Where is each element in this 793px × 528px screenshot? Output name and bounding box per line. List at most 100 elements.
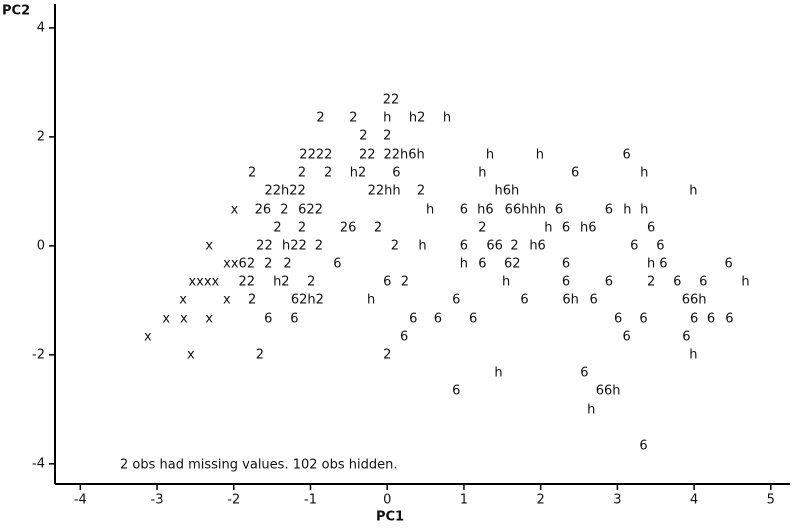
- point-label: 6: [589, 292, 597, 307]
- point-label: 6: [333, 256, 341, 271]
- point-label: h: [426, 202, 434, 217]
- y-tick-label: -4: [32, 456, 45, 471]
- point-label: 6: [520, 292, 528, 307]
- point-label: x: [223, 292, 231, 307]
- point-label: 2222: [299, 147, 332, 162]
- point-label: 6: [452, 383, 460, 398]
- point-label: h6h: [495, 183, 520, 198]
- point-label: 26: [340, 220, 357, 235]
- point-label: h: [640, 202, 648, 217]
- point-label: h: [544, 220, 552, 235]
- point-label: 6: [647, 220, 655, 235]
- point-label: 66h: [596, 383, 621, 398]
- point-label: 6: [571, 165, 579, 180]
- y-tick-label: -2: [32, 347, 45, 362]
- y-axis-title: PC2: [2, 4, 30, 19]
- point-label: h: [741, 274, 749, 289]
- point-label: h: [647, 256, 655, 271]
- point-label: h: [367, 292, 375, 307]
- point-label: h: [640, 165, 648, 180]
- point-label: 2: [283, 256, 291, 271]
- point-label: h: [494, 365, 502, 380]
- y-tick-label: 0: [37, 238, 45, 253]
- point-label: h: [623, 202, 631, 217]
- point-label: 2: [273, 220, 281, 235]
- point-label: 6: [639, 438, 647, 453]
- point-label: 6: [622, 329, 630, 344]
- point-label: 622: [298, 202, 323, 217]
- point-label: 62: [504, 256, 521, 271]
- point-label: h: [587, 402, 595, 417]
- point-label: 2: [256, 347, 264, 362]
- point-label: 2: [248, 165, 256, 180]
- point-label: 22: [359, 147, 376, 162]
- point-label: 2: [248, 292, 256, 307]
- point-label: h: [536, 147, 544, 162]
- point-label: x: [231, 202, 239, 217]
- point-label: 2: [349, 110, 357, 125]
- x-axis-title: PC1: [376, 510, 404, 525]
- point-label: 2: [315, 238, 323, 253]
- point-label: 6: [673, 274, 681, 289]
- point-label: h6: [477, 202, 494, 217]
- point-label: 6: [562, 274, 570, 289]
- point-label: x: [205, 238, 213, 253]
- point-label: 66hhh: [505, 202, 546, 217]
- x-tick-label: 0: [383, 493, 391, 508]
- point-label: 6: [605, 202, 613, 217]
- point-label: 6: [614, 311, 622, 326]
- point-label: h: [689, 347, 697, 362]
- point-label: 2: [374, 220, 382, 235]
- point-label: 22h22: [265, 183, 306, 198]
- point-label: h: [478, 165, 486, 180]
- point-label: 22: [256, 238, 273, 253]
- point-label: 2: [298, 165, 306, 180]
- point-label: 6: [622, 147, 630, 162]
- point-label: 2: [324, 165, 332, 180]
- y-tick-label: 4: [37, 20, 45, 35]
- point-label: 2: [280, 202, 288, 217]
- point-label: 6: [460, 202, 468, 217]
- point-label: 66: [486, 238, 503, 253]
- point-label: h2: [350, 165, 367, 180]
- point-label: 6: [724, 256, 732, 271]
- point-label: x: [180, 311, 188, 326]
- point-label: 22: [239, 274, 256, 289]
- point-label: 6: [682, 329, 690, 344]
- point-label: 22: [383, 92, 400, 107]
- point-label: 2: [401, 274, 409, 289]
- point-label: 22hh: [368, 183, 401, 198]
- point-label: x: [144, 329, 152, 344]
- point-label: 2: [264, 256, 272, 271]
- point-label: 2: [647, 274, 655, 289]
- point-label: h: [486, 147, 494, 162]
- point-label: 6: [469, 311, 477, 326]
- point-label: 2: [510, 238, 518, 253]
- point-label: 2: [359, 128, 367, 143]
- point-label: 2: [417, 183, 425, 198]
- point-label: 6: [478, 256, 486, 271]
- point-label: 6: [639, 311, 647, 326]
- point-label: 6: [452, 292, 460, 307]
- point-label: 6: [707, 311, 715, 326]
- point-label: 2: [383, 128, 391, 143]
- point-label: 6: [630, 238, 638, 253]
- point-label: 62h2: [291, 292, 324, 307]
- point-label: 6: [605, 274, 613, 289]
- point-label: 2: [478, 220, 486, 235]
- x-tick-label: 1: [460, 493, 468, 508]
- point-label: 2: [391, 238, 399, 253]
- point-label: 6: [290, 311, 298, 326]
- point-label: 6: [264, 311, 272, 326]
- point-label: x: [187, 347, 195, 362]
- point-label: 6: [656, 238, 664, 253]
- point-label: 6: [690, 311, 698, 326]
- point-label: 6: [659, 256, 667, 271]
- point-label: h22: [282, 238, 307, 253]
- point-label: xxxx: [188, 274, 219, 289]
- point-label: 6: [725, 311, 733, 326]
- point-label: h: [443, 110, 451, 125]
- point-label: 6: [383, 274, 391, 289]
